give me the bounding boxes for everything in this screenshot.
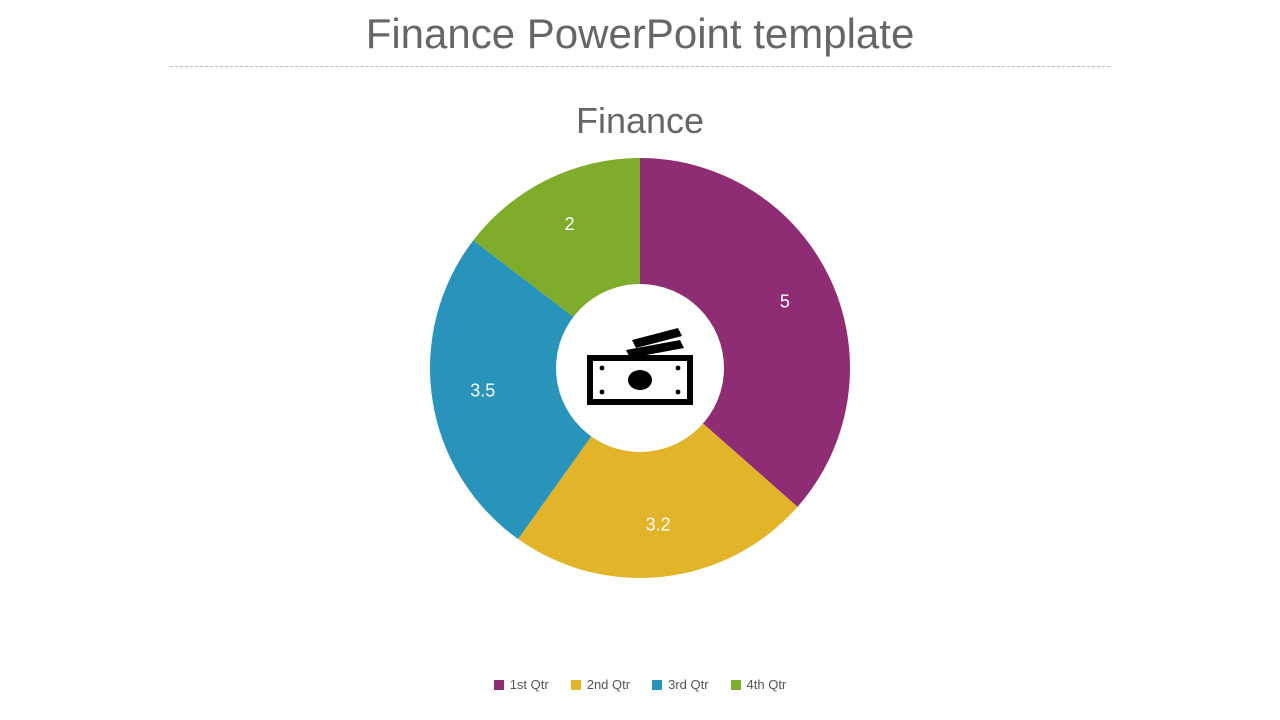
- legend-label: 3rd Qtr: [668, 677, 708, 692]
- legend-label: 1st Qtr: [510, 677, 549, 692]
- legend-item: 2nd Qtr: [571, 677, 630, 692]
- donut-chart: 5 3.2 3.5 2: [430, 158, 850, 578]
- legend-swatch: [652, 680, 662, 690]
- chart-legend: 1st Qtr 2nd Qtr 3rd Qtr 4th Qtr: [0, 677, 1280, 692]
- donut-svg: 5 3.2 3.5 2: [430, 158, 850, 578]
- donut-hole: [556, 284, 724, 452]
- slice-value-label: 2: [565, 214, 575, 234]
- chart-title: Finance: [0, 100, 1280, 142]
- legend-item: 4th Qtr: [731, 677, 787, 692]
- slide-title: Finance PowerPoint template: [0, 10, 1280, 58]
- legend-label: 4th Qtr: [747, 677, 787, 692]
- slice-value-label: 5: [780, 291, 790, 311]
- slice-value-label: 3.2: [646, 515, 671, 535]
- title-divider: [170, 66, 1110, 67]
- legend-label: 2nd Qtr: [587, 677, 630, 692]
- legend-item: 3rd Qtr: [652, 677, 708, 692]
- legend-swatch: [494, 680, 504, 690]
- slice-value-label: 3.5: [470, 380, 495, 400]
- chart-container: 5 3.2 3.5 2: [0, 158, 1280, 578]
- legend-item: 1st Qtr: [494, 677, 549, 692]
- legend-swatch: [731, 680, 741, 690]
- legend-swatch: [571, 680, 581, 690]
